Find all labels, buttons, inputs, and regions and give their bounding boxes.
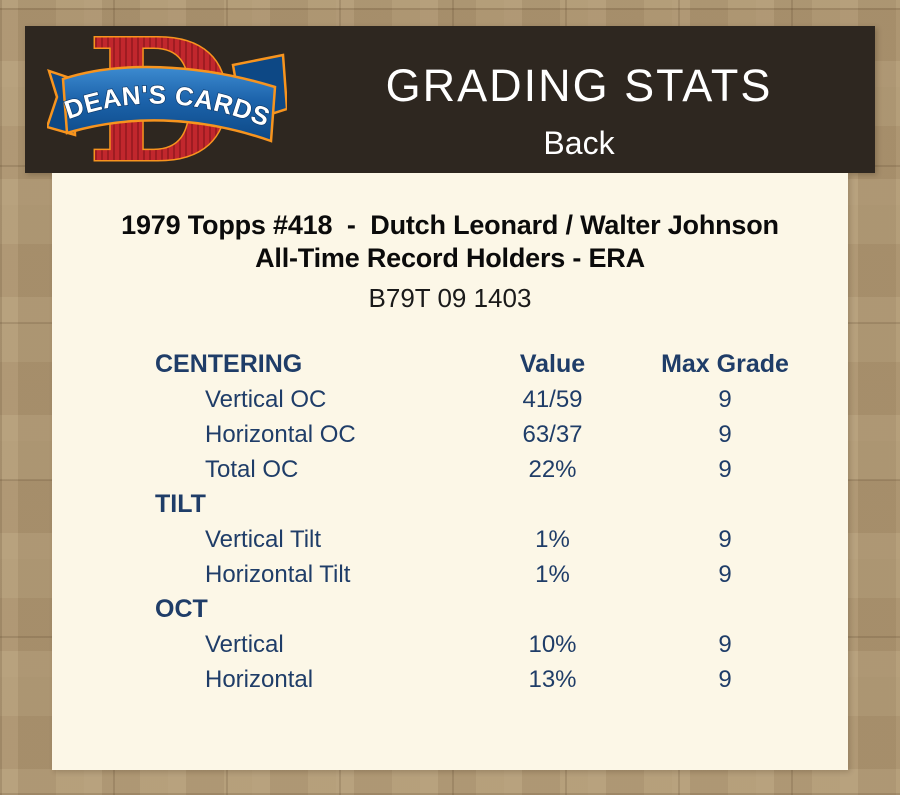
row-label: Vertical Tilt [205, 525, 322, 553]
row-max-grade: 9 [718, 630, 732, 658]
row-max-grade: 9 [718, 385, 732, 413]
table-header-row: CENTERING Value Max Grade [155, 347, 848, 382]
content-panel: 1979 Topps #418 - Dutch Leonard / Walter… [52, 173, 848, 770]
deans-cards-logo-graphic: D DEAN'S CARDS [47, 35, 287, 165]
deans-cards-logo[interactable]: D DEAN'S CARDS [25, 26, 287, 173]
section-label-centering: CENTERING [155, 350, 303, 378]
row-max-grade: 9 [718, 560, 732, 588]
column-header-value: Value [519, 350, 586, 378]
row-label: Horizontal Tilt [205, 560, 351, 588]
table-row-horizontal-tilt: Horizontal Tilt 1% 9 [155, 557, 848, 592]
table-row-total-oc: Total OC 22% 9 [155, 452, 848, 487]
row-max-grade: 9 [718, 525, 732, 553]
page-subtitle: Back [543, 125, 615, 161]
section-label-oct: OCT [155, 595, 208, 623]
row-value: 10% [528, 630, 577, 658]
header-bar: D DEAN'S CARDS GRADING STATS Back [25, 26, 875, 173]
row-label: Vertical [205, 630, 284, 658]
table-row-oct-vertical: Vertical 10% 9 [155, 627, 848, 662]
row-value: 63/37 [522, 420, 583, 448]
card-title-line2: All-Time Record Holders - ERA [255, 243, 645, 273]
row-value: 1% [535, 560, 570, 588]
row-value: 1% [535, 525, 570, 553]
column-header-max-grade: Max Grade [661, 350, 789, 378]
row-label: Horizontal [205, 665, 314, 693]
page-title: GRADING STATS [385, 60, 773, 111]
table-row-vertical-tilt: Vertical Tilt 1% 9 [155, 522, 848, 557]
header-title-block: GRADING STATS Back [283, 26, 875, 162]
row-value: 22% [528, 455, 577, 483]
row-value: 41/59 [522, 385, 583, 413]
row-label: Total OC [205, 455, 299, 483]
section-row-oct: OCT [155, 592, 848, 627]
row-label: Horizontal OC [205, 420, 356, 448]
row-max-grade: 9 [718, 420, 732, 448]
card-title-line1: 1979 Topps #418 - Dutch Leonard / Walter… [121, 210, 779, 240]
logo-ribbon-band [61, 65, 277, 143]
section-label-tilt: TILT [155, 490, 206, 518]
table-row-oct-horizontal: Horizontal 13% 9 [155, 662, 848, 697]
row-value: 13% [528, 665, 577, 693]
row-max-grade: 9 [718, 665, 732, 693]
card-title: 1979 Topps #418 - Dutch Leonard / Walter… [52, 173, 848, 275]
grading-table: CENTERING Value Max Grade Vertical OC 41… [155, 347, 848, 697]
card-code: B79T 09 1403 [368, 283, 532, 313]
table-row-vertical-oc: Vertical OC 41/59 9 [155, 382, 848, 417]
section-row-tilt: TILT [155, 487, 848, 522]
row-label: Vertical OC [205, 385, 327, 413]
row-max-grade: 9 [718, 455, 732, 483]
table-row-horizontal-oc: Horizontal OC 63/37 9 [155, 417, 848, 452]
